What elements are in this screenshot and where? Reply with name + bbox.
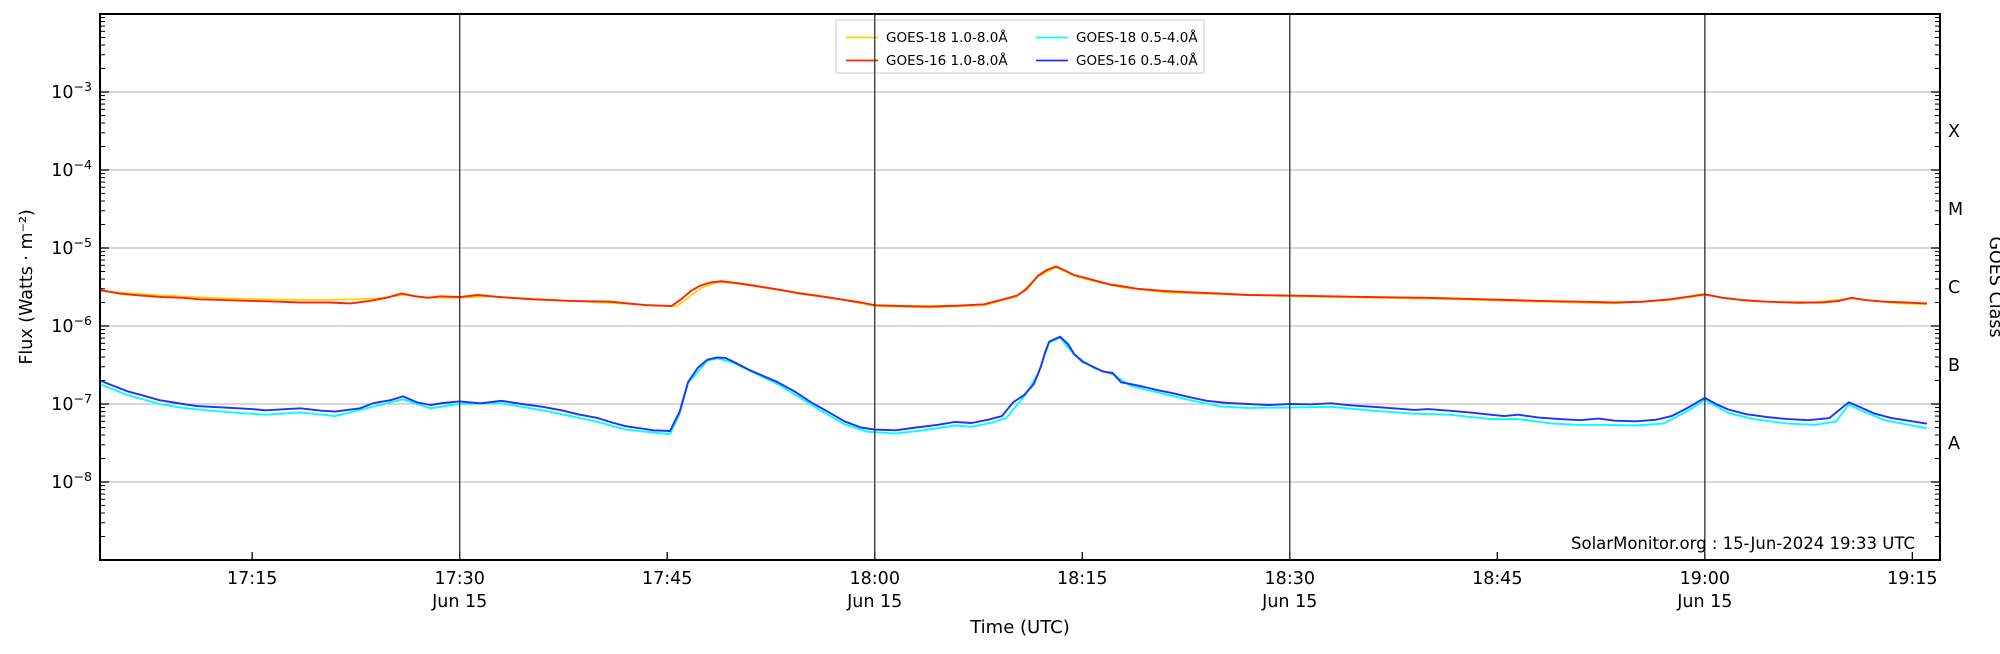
- y-tick-label: 10−3: [51, 79, 92, 103]
- legend-label: GOES-16 1.0-8.0Å: [886, 52, 1008, 69]
- x-tick-label: 18:45: [1472, 569, 1522, 589]
- legend-item-goes-16-1-0-8-0-: GOES-16 1.0-8.0Å: [846, 52, 1008, 69]
- x-tick-label: 18:15: [1057, 569, 1107, 589]
- x-date-label: Jun 15: [1261, 592, 1317, 612]
- goes-class-label-c: C: [1948, 278, 1960, 298]
- legend-box: [835, 19, 1205, 74]
- y-tick-label: 10−7: [51, 391, 92, 415]
- watermark: SolarMonitor.org : 15-Jun-2024 19:33 UTC: [1571, 534, 1915, 553]
- goes-class-label-m: M: [1948, 200, 1963, 220]
- x-date-label: Jun 15: [431, 592, 487, 612]
- x-tick-label: 19:15: [1887, 569, 1937, 589]
- x-axis-title: Time (UTC): [969, 617, 1070, 638]
- legend-item-goes-18-1-0-8-0-: GOES-18 1.0-8.0Å: [846, 29, 1008, 46]
- goes-class-label-a: A: [1948, 434, 1960, 454]
- y-tick-label: 10−6: [51, 313, 92, 337]
- goes-class-label-b: B: [1948, 356, 1960, 376]
- x-tick-label: 18:00: [850, 569, 900, 589]
- x-date-label: Jun 15: [1676, 592, 1732, 612]
- x-date-label: Jun 15: [846, 592, 902, 612]
- x-tick-label: 17:15: [227, 569, 277, 589]
- legend-label: GOES-18 1.0-8.0Å: [886, 29, 1008, 46]
- series-line-1-goes-16-1-0-8-0-: [99, 265, 1928, 308]
- x-tick-label: 18:30: [1265, 569, 1315, 589]
- y-tick-label: 10−4: [51, 157, 92, 181]
- legend-label: GOES-16 0.5-4.0Å: [1076, 52, 1198, 69]
- y-tick-label: 10−8: [51, 469, 92, 493]
- x-tick-label: 17:30: [434, 569, 484, 589]
- series-line-3-goes-16-0-5-4-0-: [99, 335, 1928, 432]
- y-tick-label: 10−5: [51, 235, 92, 259]
- x-tick-label: 19:00: [1680, 569, 1730, 589]
- x-tick-label: 17:45: [642, 569, 692, 589]
- right-axis-title: GOES Class: [1985, 236, 2000, 337]
- legend-label: GOES-18 0.5-4.0Å: [1076, 29, 1198, 46]
- plot-border: [99, 13, 1941, 561]
- legend-item-goes-16-0-5-4-0-: GOES-16 0.5-4.0Å: [1036, 52, 1198, 69]
- legend-item-goes-18-0-5-4-0-: GOES-18 0.5-4.0Å: [1036, 29, 1198, 46]
- goes-class-label-x: X: [1948, 122, 1960, 142]
- y-axis-title: Flux (Watts · m⁻²): [17, 209, 37, 364]
